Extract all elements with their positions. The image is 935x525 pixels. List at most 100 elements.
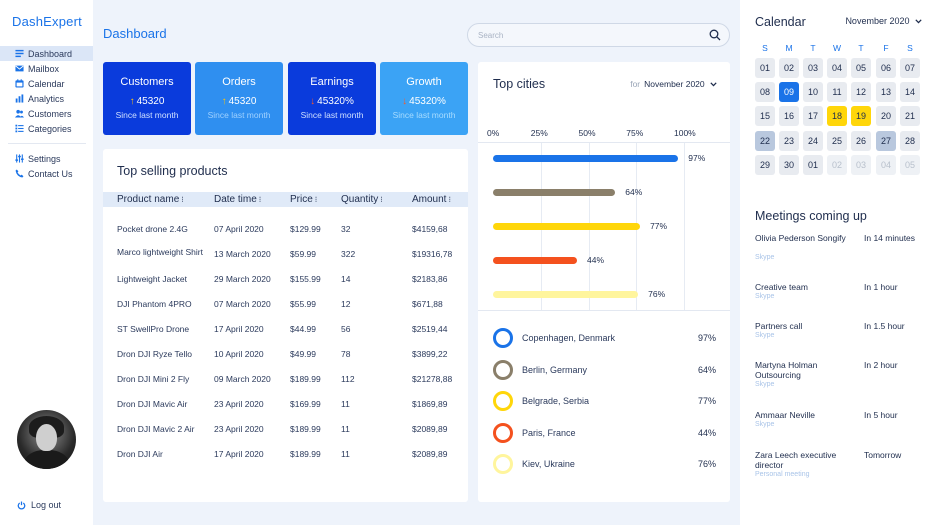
calendar-day[interactable]: 20 <box>876 106 896 126</box>
calendar-day[interactable]: 21 <box>900 106 920 126</box>
calendar-day[interactable]: 27 <box>876 131 896 151</box>
sidebar-item-dashboard[interactable]: Dashboard <box>0 46 93 61</box>
cell-price: $49.99 <box>290 349 316 359</box>
table-row[interactable]: Dron DJI Ryze Tello 10 April 2020 $49.99 78… <box>103 344 468 369</box>
sidebar-item-analytics[interactable]: Analytics <box>0 91 93 106</box>
sidebar-item-customers[interactable]: Customers <box>0 106 93 121</box>
column-header-label: Date time <box>214 194 257 205</box>
top-products-panel: Top selling products Product name ⁝ Date t… <box>103 149 468 502</box>
table-row[interactable]: Dron DJI Air 17 April 2020 $189.99 11 $2089,… <box>103 444 468 469</box>
calendar-day[interactable]: 29 <box>755 155 775 175</box>
calendar-day[interactable]: 26 <box>851 131 871 151</box>
sidebar-item-mailbox[interactable]: Mailbox <box>0 61 93 76</box>
legend-item[interactable]: Kiev, Ukraine 76% <box>493 453 718 475</box>
stat-card-orders[interactable]: Orders ↑ 45320 Since last month <box>195 62 283 135</box>
calendar-day[interactable]: 08 <box>755 82 775 102</box>
cell-quantity: 11 <box>341 399 350 409</box>
table-row[interactable]: Lightweight Jacket 29 March 2020 $155.99 14… <box>103 269 468 294</box>
calendar-day[interactable]: 19 <box>851 106 871 126</box>
legend-item[interactable]: Belgrade, Serbia 77% <box>493 390 718 412</box>
sidebar-item-settings[interactable]: Settings <box>0 151 93 166</box>
table-row[interactable]: Dron DJI Mavic 2 Air 23 April 2020 $189.99… <box>103 419 468 444</box>
x-tick-label: 75% <box>626 128 644 138</box>
meeting-item[interactable]: Martyna Holman Outsourcing In 2 hour Skype <box>755 360 925 390</box>
calendar-day[interactable]: 18 <box>827 106 847 126</box>
column-header-amount[interactable]: Amount ⁝ <box>412 194 451 205</box>
bar-value-label: 44% <box>587 255 605 265</box>
calendar-day[interactable]: 10 <box>803 82 823 102</box>
cell-quantity: 11 <box>341 424 350 434</box>
legend-item[interactable]: Paris, France 44% <box>493 422 718 444</box>
table-row[interactable]: Marco lightweight Shirt 13 March 2020 $59.… <box>103 244 468 269</box>
calendar-day[interactable]: 17 <box>803 106 823 126</box>
dashboard-icon <box>14 49 24 59</box>
sidebar-item-calendar[interactable]: Calendar <box>0 76 93 91</box>
brand-logo[interactable]: DashExpert <box>12 14 82 29</box>
meeting-item[interactable]: Zara Leech executive director Tomorrow Per… <box>755 450 925 480</box>
calendar-day[interactable]: 30 <box>779 155 799 175</box>
meeting-item[interactable]: Partners call In 1.5 hour Skype <box>755 321 925 351</box>
calendar-day[interactable]: 16 <box>779 106 799 126</box>
table-row[interactable]: Dron DJI Mavic Air 23 April 2020 $169.99 11… <box>103 394 468 419</box>
sidebar-item-contact-us[interactable]: Contact Us <box>0 166 93 181</box>
categories-icon <box>14 124 24 134</box>
logout-button[interactable]: Log out <box>17 500 61 510</box>
calendar-day[interactable]: 02 <box>779 58 799 78</box>
meeting-item[interactable]: Creative team In 1 hour Skype <box>755 282 925 312</box>
calendar-day[interactable]: 03 <box>851 155 871 175</box>
column-header-date-time[interactable]: Date time ⁝ <box>214 194 261 205</box>
calendar-day[interactable]: 02 <box>827 155 847 175</box>
weekday-label: S <box>762 43 768 53</box>
calendar-day[interactable]: 13 <box>876 82 896 102</box>
calendar-day[interactable]: 01 <box>755 58 775 78</box>
avatar[interactable] <box>17 410 76 469</box>
bar[interactable] <box>493 223 641 230</box>
meeting-name: Olivia Pederson Songify <box>755 233 846 243</box>
period-dropdown[interactable]: for November 2020 <box>630 79 717 89</box>
calendar-day[interactable]: 12 <box>851 82 871 102</box>
calendar-day[interactable]: 14 <box>900 82 920 102</box>
calendar-day[interactable]: 11 <box>827 82 847 102</box>
arrow-down-icon: ↓ <box>310 96 316 107</box>
legend-item[interactable]: Berlin, Germany 64% <box>493 359 718 381</box>
calendar-day[interactable]: 23 <box>779 131 799 151</box>
column-header-product-name[interactable]: Product name ⁝ <box>117 194 184 205</box>
meeting-item[interactable]: Olivia Pederson Songify In 14 minutes Skyp… <box>755 233 925 263</box>
stat-card-growth[interactable]: Growth ↓ 45320% Since last month <box>380 62 468 135</box>
calendar-day[interactable]: 09 <box>779 82 799 102</box>
calendar-day[interactable]: 06 <box>876 58 896 78</box>
table-row[interactable]: DJI Phantom 4PRO 07 March 2020 $55.99 12 $67… <box>103 294 468 319</box>
bar[interactable] <box>493 155 679 162</box>
calendar-month-dropdown[interactable]: November 2020 <box>845 16 922 26</box>
column-header-quantity[interactable]: Quantity ⁝ <box>341 194 383 205</box>
meeting-item[interactable]: Ammaar Neville In 5 hour Skype <box>755 410 925 440</box>
bar[interactable] <box>493 189 616 196</box>
stat-card-earnings[interactable]: Earnings ↓ 45320% Since last month <box>288 62 376 135</box>
calendar-day[interactable]: 05 <box>900 155 920 175</box>
search-icon[interactable] <box>709 29 721 41</box>
sliders-icon <box>14 154 24 164</box>
stat-card-customers[interactable]: Customers ↑ 45320 Since last month <box>103 62 191 135</box>
calendar-day[interactable]: 24 <box>803 131 823 151</box>
calendar-day[interactable]: 25 <box>827 131 847 151</box>
cell-date-time: 23 April 2020 <box>214 399 264 409</box>
calendar-day[interactable]: 01 <box>803 155 823 175</box>
calendar-day[interactable]: 04 <box>827 58 847 78</box>
calendar-day[interactable]: 04 <box>876 155 896 175</box>
calendar-day[interactable]: 22 <box>755 131 775 151</box>
calendar-day[interactable]: 07 <box>900 58 920 78</box>
calendar-day[interactable]: 03 <box>803 58 823 78</box>
calendar-day[interactable]: 28 <box>900 131 920 151</box>
calendar-day[interactable]: 05 <box>851 58 871 78</box>
calendar-day[interactable]: 15 <box>755 106 775 126</box>
search-input[interactable] <box>478 29 698 42</box>
bar[interactable] <box>493 257 578 264</box>
table-row[interactable]: Pocket drone 2.4G 07 April 2020 $129.99 32 $… <box>103 219 468 244</box>
table-row[interactable]: ST SwellPro Drone 17 April 2020 $44.99 56 $2… <box>103 319 468 344</box>
column-header-price[interactable]: Price ⁝ <box>290 194 317 205</box>
bar[interactable] <box>493 291 639 298</box>
sidebar-item-categories[interactable]: Categories <box>0 121 93 136</box>
legend-item[interactable]: Copenhagen, Denmark 97% <box>493 327 718 349</box>
table-row[interactable]: Dron DJI Mini 2 Fly 09 March 2020 $189.99 1… <box>103 369 468 394</box>
meeting-time: In 2 hour <box>864 360 898 370</box>
